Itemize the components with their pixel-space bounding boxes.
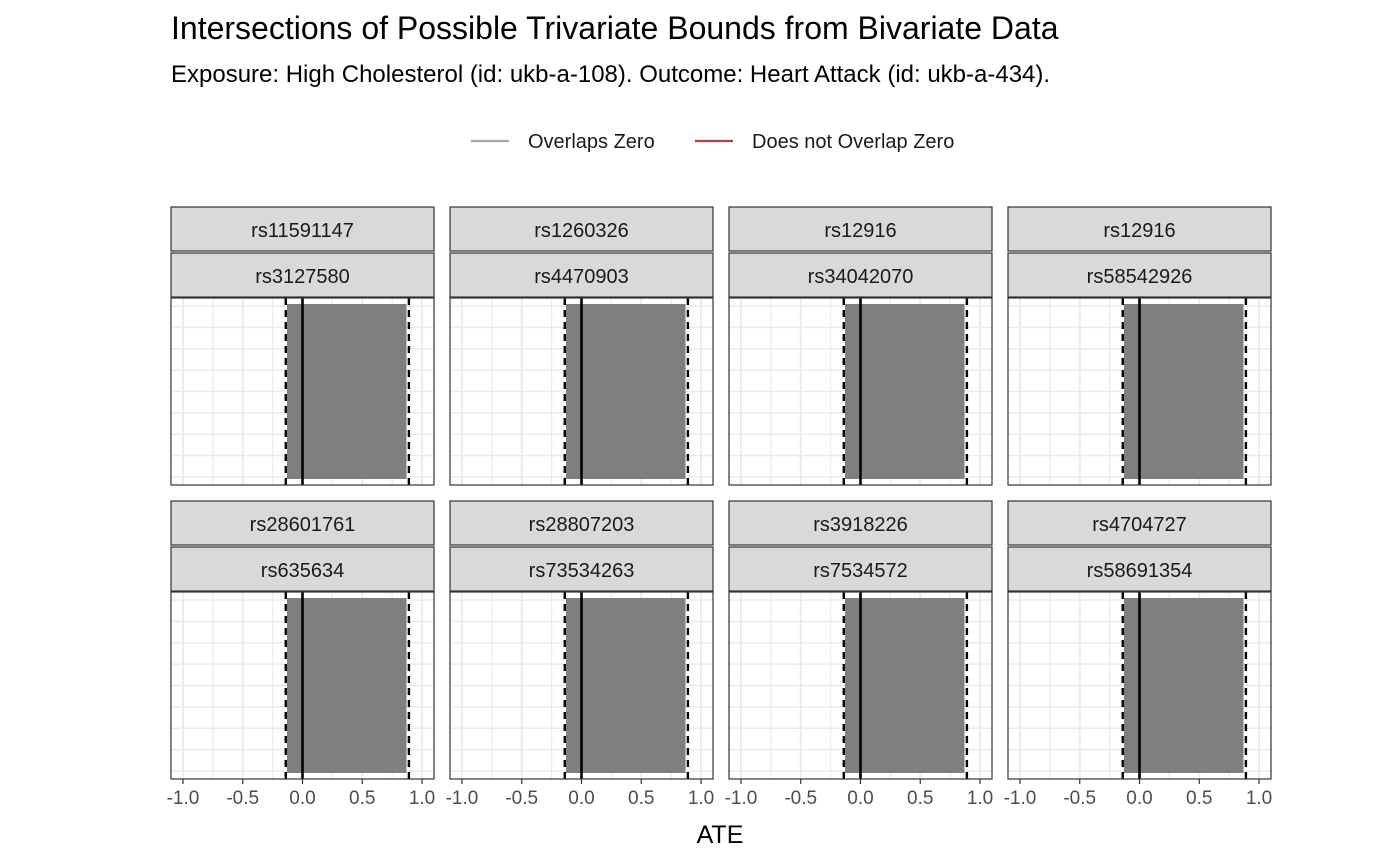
facet-strip-label-snp2: rs635634 [261,560,344,582]
x-axis-title: ATE [697,821,744,849]
facet-strip-label-snp2: rs7534572 [813,560,908,582]
chart-subtitle: Exposure: High Cholesterol (id: ukb-a-10… [171,61,1050,88]
bounds-bar [1123,304,1244,479]
x-axis-tick-label: 0.5 [349,788,375,809]
facet-strip-label-snp2: rs4470903 [534,266,629,288]
facet-strip-label-snp2: rs58691354 [1087,560,1193,582]
facet-strip-label-snp2: rs3127580 [255,266,350,288]
facet-strip-label-snp1: rs28807203 [529,514,635,536]
x-axis-tick-label: 0.0 [1126,788,1152,809]
facet-strip-bottom [728,546,993,592]
facet-panel: rs12916 rs58542926 [1007,206,1272,486]
facet-strip-top [449,206,714,252]
facet-panel: rs11591147 rs3127580 [170,206,435,486]
facet-strip-bottom [449,252,714,298]
facet-strip-top [170,206,435,252]
facet-strip-top [1007,500,1272,546]
legend-label-overlaps-zero: Overlaps Zero [528,131,655,153]
x-axis-tick-label: 1.0 [688,788,714,809]
x-axis-tick-label: -0.5 [784,788,817,809]
bounds-bar [1123,598,1244,773]
x-axis-tick-label: 0.5 [628,788,654,809]
facet-strip-bottom [1007,252,1272,298]
facet-panel: rs12916 rs34042070 [728,206,993,486]
facet-strip-bottom [728,252,993,298]
facet-strip-label-snp1: rs3918226 [813,514,908,536]
bounds-bar [286,598,407,773]
bounds-bar [565,598,686,773]
panel-border [728,297,993,486]
x-axis-tick-label: -0.5 [226,788,259,809]
x-axis-tick-label: 0.0 [847,788,873,809]
x-axis-tick-label: 0.0 [289,788,315,809]
x-axis-tick-label: 0.0 [568,788,594,809]
chart-title: Intersections of Possible Trivariate Bou… [171,10,1059,46]
facet-strip-label-snp2: rs34042070 [808,266,914,288]
bounds-bar [286,304,407,479]
facet-panels: rs11591147rs3127580rs1260326rs4470903rs1… [167,206,1272,809]
facet-strip-bottom [449,546,714,592]
x-axis-tick-label: -0.5 [1063,788,1096,809]
facet-strip-top [728,206,993,252]
panel-border [1007,297,1272,486]
facet-strip-top [449,500,714,546]
facet-strip-label-snp2: rs73534263 [529,560,635,582]
facet-strip-label-snp1: rs12916 [824,220,896,242]
x-axis-tick-label: 0.5 [1186,788,1212,809]
facet-strip-label-snp2: rs58542926 [1087,266,1193,288]
facet-strip-top [1007,206,1272,252]
facet-panel: rs1260326 rs4470903 [449,206,714,486]
facet-strip-label-snp1: rs11591147 [251,220,354,242]
facet-panel: rs3918226 rs7534572 -1.0 -0.5 0.0 0.5 1.0 [725,500,993,809]
x-axis-tick-label: -1.0 [1004,788,1037,809]
x-axis-tick-label: 1.0 [967,788,993,809]
legend: Overlaps Zero Does not Overlap Zero [471,131,954,153]
facet-panel: rs4704727 rs58691354 -1.0 -0.5 0.0 0.5 1.0 [1004,500,1272,809]
bounds-bar [844,304,965,479]
facet-strip-label-snp1: rs28601761 [250,514,356,536]
bounds-bar [565,304,686,479]
x-axis-tick-label: -1.0 [446,788,479,809]
x-axis-tick-label: 1.0 [409,788,435,809]
facet-strip-top [728,500,993,546]
facet-strip-bottom [1007,546,1272,592]
facet-strip-label-snp1: rs1260326 [534,220,629,242]
panel-border [449,297,714,486]
x-axis-tick-label: -1.0 [167,788,200,809]
x-axis-tick-label: 1.0 [1246,788,1272,809]
facet-strip-label-snp1: rs12916 [1103,220,1175,242]
x-axis-tick-label: -1.0 [725,788,758,809]
bounds-bar [844,598,965,773]
facet-strip-bottom [170,546,435,592]
facet-strip-top [170,500,435,546]
facet-panel: rs28601761 rs635634 -1.0 -0.5 0.0 0.5 1.0 [167,500,435,809]
x-axis-tick-label: 0.5 [907,788,933,809]
panel-border [170,297,435,486]
x-axis-tick-label: -0.5 [505,788,538,809]
facet-strip-label-snp1: rs4704727 [1092,514,1187,536]
facet-panel: rs28807203 rs73534263 -1.0 -0.5 0.0 0.5 1.0 [446,500,714,809]
legend-label-does-not-overlap-zero: Does not Overlap Zero [752,131,954,153]
facet-strip-bottom [170,252,435,298]
